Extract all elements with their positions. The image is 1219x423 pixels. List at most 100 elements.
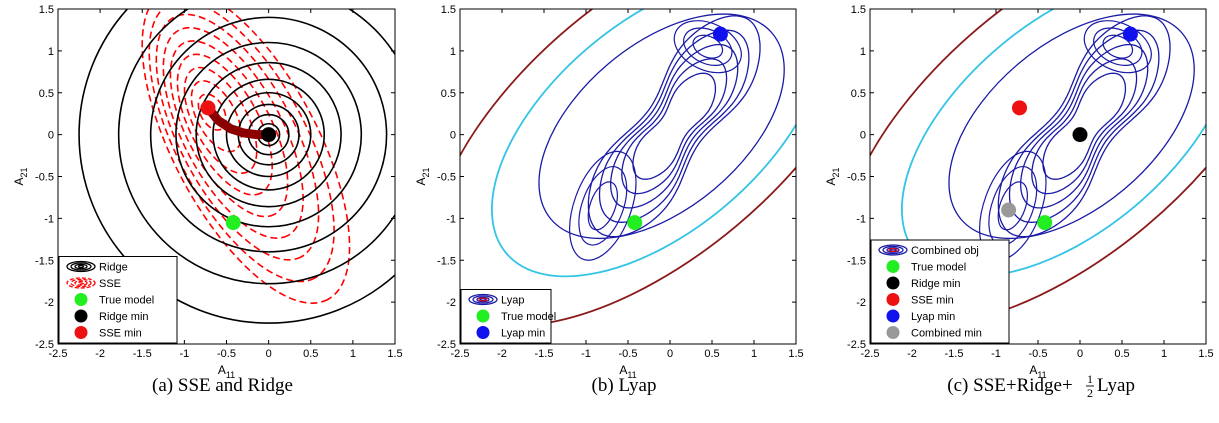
marker-lyap-min [712,26,728,42]
panel-caption: (c) SSE+Ridge+ [947,375,1072,396]
y-tick-label: 0.5 [39,88,54,100]
y-tick-label: -2.5 [847,339,866,351]
y-tick-label: -0.5 [437,172,456,184]
legend-label: SSE min [911,295,954,307]
x-tick-label: -2 [907,348,917,360]
y-tick-label: -1.5 [35,255,54,267]
marker-ridge-min [261,127,277,143]
contour-line [673,20,742,74]
x-tick-label: -1 [179,348,189,360]
y-tick-label: -0.5 [847,172,866,184]
legend-box [870,239,1010,344]
legend-box [460,289,552,344]
y-tick-label: -1 [44,213,54,225]
x-tick-label: -1.5 [535,348,554,360]
x-tick-label: 0.5 [1114,348,1129,360]
legend: Ridge SSE True model Ridge min SSE min [58,256,178,344]
sse-contour [155,13,320,261]
contour-line [1083,20,1152,74]
chart-panel-c: -2.5 -2 -1.5 -1 -0.5 0 0.5 1 1.5 1.5 1 0.5 0 -0.5 -1 -1… [824,4,1214,400]
contour-line [632,72,717,180]
caption-fraction-denominator: 2 [1087,386,1093,400]
contour-layer [460,9,796,327]
x-axis-label: A11 [218,363,235,380]
x-tick-label: -1.5 [133,348,152,360]
contour-line [538,13,785,240]
legend-label: SSE min [99,328,142,340]
contour-line [598,29,750,223]
marker-combined-min [1001,202,1017,218]
contour-line [587,181,618,231]
legend-swatch [886,326,900,339]
legend-label: Ridge min [99,311,149,323]
legend-swatch [74,280,88,286]
legend-label: Ridge min [911,278,961,290]
contour-line [692,34,724,59]
x-tick-label: 0.5 [704,348,719,360]
contour-line [587,15,761,238]
legend-swatch [882,245,904,255]
x-tick-label: 0 [667,348,673,360]
legend-label: True model [501,311,556,323]
x-tick-label: -0.5 [217,348,236,360]
legend: Combined obj True model Ridge min SSE min Ly… [870,239,1010,344]
sse-contour [162,26,304,239]
legend-swatch [70,278,92,288]
x-tick-label: 1.5 [788,348,803,360]
legend-label: Combined min [911,328,982,340]
contour-line [1102,34,1134,59]
legend-label: True model [911,262,966,274]
panel-caption: (a) SSE and Ridge [152,375,293,396]
chart-panel-a: -2.5 -2 -1.5 -1 -0.5 0 0.5 1 1.5 1.5 1 0.5 0 -0.5 -1 -1… [12,4,403,396]
legend-swatch [476,296,490,303]
legend: Lyap True model Lyap min [460,289,556,344]
caption-tail: Lyap [1097,375,1135,396]
legend-swatch [77,264,85,269]
legend-swatch [886,247,900,253]
contour-layer [78,9,395,324]
ridge-contour [175,41,363,228]
y-tick-label: 1.5 [39,4,54,16]
legend-swatch [888,248,898,252]
y-tick-label: 1 [48,46,54,58]
x-tick-label: -1.5 [945,348,964,360]
y-tick-label: -2 [446,297,456,309]
marker-sse-min [1012,100,1028,116]
contour-line [1031,58,1138,195]
contour-line [460,9,796,327]
marker-lyap-min [1122,26,1138,42]
y-tick-label: 0.5 [441,88,456,100]
x-axis-label: A11 [1029,363,1046,380]
marker-true-model [627,215,643,231]
y-axis-label: A21 [12,167,29,185]
y-tick-label: 1 [450,46,456,58]
legend-swatch [66,260,96,273]
contour-line [870,9,1206,327]
chart-panel-b: -2.5 -2 -1.5 -1 -0.5 0 0.5 1 1.5 1.5 1 0.5 0 -0.5 -1 -1… [414,4,804,396]
marker-true-model [225,215,241,231]
x-tick-label: 1.5 [1198,348,1213,360]
ridge-contour [117,9,395,285]
x-tick-label: 0.5 [303,348,318,360]
y-tick-label: -1.5 [437,255,456,267]
y-tick-label: 0 [48,130,54,142]
ridge-contour [195,61,342,208]
caption-fraction-numerator: 1 [1087,372,1093,386]
legend-swatch [70,262,92,271]
legend-swatch [886,293,900,306]
legend-swatch [468,293,498,306]
contour-line [1020,43,1149,209]
sse-contour [148,9,335,283]
x-tick-label: -2.5 [49,348,68,360]
ridge-contour [225,91,312,178]
y-tick-label: -0.5 [35,172,54,184]
y-tick-label: -1 [446,213,456,225]
y-tick-label: -2.5 [35,339,54,351]
y-tick-label: 1 [860,46,866,58]
y-tick-label: -2.5 [437,339,456,351]
legend-swatch [77,281,85,285]
panel-caption: (b) Lyap [592,375,657,396]
marker-sse-min [200,100,216,116]
x-tick-label: -2.5 [861,348,880,360]
regularization-path [203,103,274,140]
